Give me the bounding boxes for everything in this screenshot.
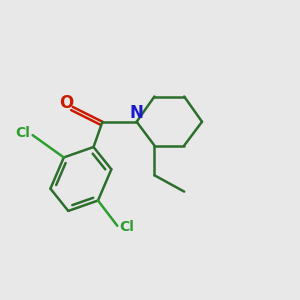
Text: Cl: Cl (16, 126, 31, 140)
Text: N: N (130, 104, 144, 122)
Text: Cl: Cl (119, 220, 134, 234)
Text: O: O (59, 94, 73, 112)
